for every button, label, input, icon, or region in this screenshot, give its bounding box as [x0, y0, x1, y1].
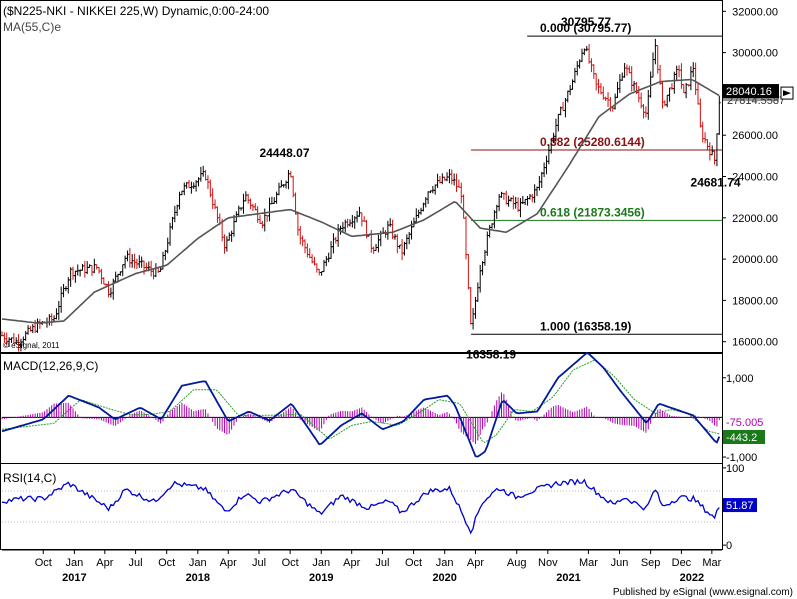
x-month-label: Mar: [702, 557, 721, 569]
x-month-label: Jul: [252, 557, 266, 569]
rsi-tick-label: 0: [726, 540, 732, 552]
x-month-label: Mar: [579, 557, 598, 569]
rsi-title: RSI(14,C): [3, 471, 56, 485]
price-panel-frame: [0, 0, 723, 353]
macd-plot: [1, 351, 722, 458]
price-bars: [0, 38, 721, 352]
x-month-label: Aug: [507, 557, 527, 569]
rsi-y-axis: 100 0 51.87: [722, 463, 757, 552]
esignal-watermark: © eSignal, 2011: [3, 341, 60, 350]
macd-signal-line: [1, 359, 720, 443]
macd-title: MACD(12,26,9,C): [3, 359, 98, 373]
scroll-marker-icon: [783, 90, 791, 97]
macd-line: [1, 351, 721, 458]
ma-55-line: [1, 78, 720, 324]
ma-label: MA(55,C)e: [3, 20, 61, 34]
last-price-tag: 28040.16: [726, 86, 772, 98]
x-year-label: 2020: [432, 572, 456, 584]
x-month-label: Oct: [282, 557, 299, 569]
price-annotations: 30795.77 24448.07 24681.74 16358.19: [259, 15, 740, 361]
ma-line: [1, 78, 720, 324]
x-month-label: Jul: [129, 557, 143, 569]
x-year-label: 2018: [186, 572, 210, 584]
x-axis: Oct Jan Apr Jul Oct Jan Apr Jul Oct Jan Apr Jul Oct J…: [2, 549, 722, 584]
rsi-value-tag: 51.87: [726, 500, 754, 512]
x-year-label: 2017: [62, 572, 86, 584]
x-year-label: 2022: [680, 572, 704, 584]
rsi-tick-label: 100: [726, 463, 744, 475]
macd-y-axis: 1,000 -1,000 -75.005 -443.2: [722, 373, 767, 464]
price-tick-label: 16000.00: [732, 337, 778, 349]
macd-value-tag: -75.005: [726, 417, 763, 429]
price-annotation: 30795.77: [561, 15, 611, 29]
price-tick-label: 18000.00: [732, 295, 778, 307]
x-month-label: Apr: [343, 557, 360, 569]
x-month-label: Nov: [538, 557, 558, 569]
price-tick-label: 24000.00: [732, 172, 778, 184]
x-month-label: Jul: [375, 557, 389, 569]
x-month-label: Jan: [312, 557, 330, 569]
rsi-line: [1, 478, 720, 535]
price-annotation: 24681.74: [691, 175, 741, 189]
price-tick-label: 20000.00: [732, 254, 778, 266]
macd-tick-label: 1,000: [726, 373, 754, 385]
price-y-axis: 32000.0030000.0028000.0026000.0024000.00…: [722, 6, 794, 349]
x-year-label: 2019: [309, 572, 333, 584]
x-year-label: 2021: [556, 572, 580, 584]
x-month-label: Jan: [189, 557, 207, 569]
price-annotation: 16358.19: [466, 347, 516, 361]
signal-value-tag-bg: [723, 430, 765, 444]
price-tick-label: 26000.00: [732, 130, 778, 142]
x-month-label: Oct: [405, 557, 422, 569]
fib-label: 0.618 (21873.3456): [540, 205, 645, 219]
x-month-label: Apr: [96, 557, 113, 569]
fib-label: 1.000 (16358.19): [540, 319, 631, 333]
macd-tick-label: -1,000: [726, 452, 757, 464]
x-month-label: Apr: [467, 557, 484, 569]
last-price-tag-bg: [723, 84, 779, 99]
price-annotation: 24448.07: [259, 146, 309, 160]
signal-value-tag: -443.2: [726, 432, 757, 444]
fib-label: 0.382 (25280.6144): [540, 135, 645, 149]
x-month-label: Jan: [436, 557, 454, 569]
rsi-plot: [1, 478, 722, 535]
macd-value-tag-bg: [723, 415, 767, 429]
x-month-label: Sep: [641, 557, 661, 569]
publisher-credit: Published by eSignal (www.esignal.com): [613, 587, 793, 598]
x-month-label: Jun: [611, 557, 629, 569]
x-month-label: Apr: [220, 557, 237, 569]
fib-label: 0.000 (30795.77): [540, 21, 631, 35]
chart-title: ($N225-NKI - NIKKEI 225,W) Dynamic,0:00-…: [3, 4, 269, 18]
rsi-value-tag-bg: [723, 498, 757, 513]
x-month-label: Oct: [158, 557, 175, 569]
price-tick-label: 32000.00: [732, 6, 778, 18]
x-month-label: Dec: [672, 557, 692, 569]
x-month-label: Oct: [35, 557, 52, 569]
price-tick-label: 22000.00: [732, 213, 778, 225]
price-tick-label: 30000.00: [732, 48, 778, 60]
fibonacci-levels: 0.000 (30795.77) 0.382 (25280.6144) 0.618 …: [471, 21, 722, 335]
x-month-label: Jan: [65, 557, 83, 569]
